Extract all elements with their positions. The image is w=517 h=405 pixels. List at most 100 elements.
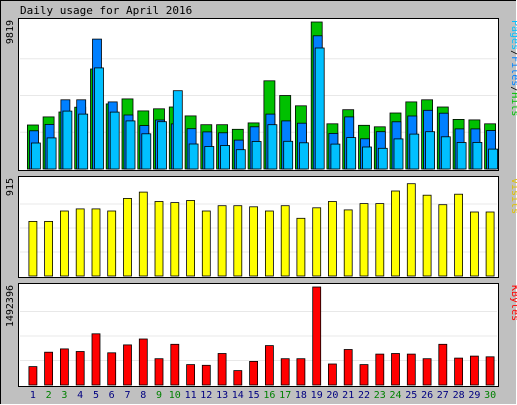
x-tick-label-day-28: 28 (453, 390, 465, 401)
bar-kbytes-day-16 (264, 345, 274, 386)
bar-visits-day-26 (422, 194, 432, 277)
bar-pages-day-13 (220, 145, 231, 170)
x-tick-label-day-7: 7 (124, 390, 130, 401)
x-tick-label-day-29: 29 (468, 390, 480, 401)
panel-visits: 915 Visits (5, 176, 517, 278)
legend-hits: Hits (509, 92, 517, 116)
bar-kbytes-day-19 (312, 286, 322, 386)
bar-visits-day-3 (60, 210, 69, 277)
bar-pages-day-19 (314, 47, 325, 170)
bar-visits-day-16 (264, 210, 274, 277)
bar-pages-day-17 (283, 140, 294, 170)
bar-visits-day-11 (186, 200, 196, 277)
chart-title: Daily usage for April 2016 (20, 4, 192, 17)
legend-files: Files (509, 56, 517, 86)
bar-pages-day-5 (94, 67, 104, 170)
x-tick-label-day-4: 4 (77, 390, 83, 401)
y-max-label: 1492396 (5, 285, 16, 327)
bar-kbytes-day-14 (233, 370, 243, 386)
bar-visits-day-8 (138, 191, 148, 277)
bar-pages-day-16 (267, 124, 278, 170)
bar-kbytes-day-3 (60, 348, 69, 386)
bar-kbytes-day-23 (375, 353, 385, 386)
bar-pages-day-7 (125, 120, 136, 170)
bar-pages-day-25 (409, 133, 420, 170)
x-tick-label-day-12: 12 (200, 390, 212, 401)
x-tick-label-day-25: 25 (405, 390, 417, 401)
bar-kbytes-day-22 (359, 364, 369, 386)
x-tick-label-day-1: 1 (30, 390, 36, 401)
bar-pages-day-21 (346, 137, 357, 170)
x-tick-label-day-19: 19 (311, 390, 323, 401)
bar-visits-day-30 (485, 211, 495, 277)
x-tick-label-day-30: 30 (484, 390, 496, 401)
x-tick-label-day-8: 8 (140, 390, 146, 401)
x-tick-label-day-10: 10 (169, 390, 181, 401)
bar-visits-day-24 (391, 190, 400, 277)
legend-pages: Pages (509, 20, 517, 50)
bar-visits-day-13 (217, 205, 227, 277)
bar-kbytes-day-10 (170, 343, 180, 386)
bar-visits-day-25 (406, 183, 416, 277)
bar-pages-day-23 (377, 147, 388, 170)
bar-pages-day-10 (172, 90, 183, 170)
y-max-label: 915 (5, 178, 16, 196)
bar-visits-day-23 (375, 203, 385, 277)
bar-kbytes-day-18 (296, 358, 306, 386)
x-tick-label-day-16: 16 (263, 390, 275, 401)
bar-pages-day-28 (456, 142, 467, 170)
x-tick-label-day-27: 27 (437, 390, 449, 401)
bar-kbytes-day-27 (438, 343, 448, 386)
x-tick-label-day-23: 23 (374, 390, 386, 401)
bar-kbytes-day-17 (280, 358, 290, 386)
bar-pages-day-30 (488, 148, 499, 170)
bar-pages-day-18 (298, 142, 309, 170)
series-legend-label: KBytes (509, 285, 517, 321)
x-tick-label-day-20: 20 (326, 390, 338, 401)
y-max-label: 9819 (5, 20, 16, 44)
bar-pages-day-11 (188, 143, 199, 170)
bar-visits-day-28 (454, 193, 464, 277)
bar-pages-day-29 (472, 141, 483, 170)
bar-visits-day-4 (75, 208, 85, 277)
bar-visits-day-10 (170, 202, 180, 277)
bar-pages-day-12 (204, 146, 215, 170)
bar-visits-day-29 (469, 211, 479, 277)
x-tick-label-day-15: 15 (248, 390, 260, 401)
bar-kbytes-day-26 (422, 358, 432, 386)
bar-kbytes-day-11 (186, 364, 196, 386)
bar-pages-day-14 (235, 149, 246, 170)
bar-kbytes-day-12 (201, 364, 211, 386)
bar-pages-day-3 (62, 110, 73, 170)
bar-visits-day-18 (296, 217, 306, 277)
bar-kbytes-day-8 (138, 338, 148, 386)
x-tick-label-day-26: 26 (421, 390, 433, 401)
bar-kbytes-day-6 (107, 352, 117, 386)
bar-kbytes-day-25 (406, 353, 416, 386)
bar-visits-day-6 (107, 210, 117, 277)
chart-panels: 9819Pages/Files/Hits915Visits1492396KByt… (5, 18, 517, 387)
series-legend-label: Visits (509, 178, 517, 214)
bar-kbytes-day-24 (391, 353, 400, 386)
bar-visits-day-7 (123, 197, 132, 277)
x-tick-label-day-6: 6 (109, 390, 115, 401)
bar-kbytes-day-5 (91, 333, 101, 386)
bar-visits-day-17 (280, 205, 290, 277)
bar-visits-day-5 (91, 208, 101, 277)
panel-kbytes: 1492396 KBytes (5, 283, 517, 387)
x-tick-label-day-11: 11 (185, 390, 197, 401)
bar-visits-day-19 (312, 207, 322, 277)
bar-pages-day-27 (440, 136, 451, 170)
bar-visits-day-12 (201, 210, 211, 277)
bar-pages-day-24 (393, 138, 404, 170)
bar-kbytes-day-15 (249, 360, 259, 386)
bar-visits-day-22 (359, 203, 369, 277)
bar-kbytes-day-20 (327, 363, 337, 386)
bar-kbytes-day-4 (75, 351, 85, 386)
bar-visits-day-21 (343, 209, 353, 277)
bar-pages-day-6 (109, 111, 120, 170)
bar-pages-day-4 (78, 113, 89, 170)
bar-pages-day-20 (330, 143, 341, 170)
